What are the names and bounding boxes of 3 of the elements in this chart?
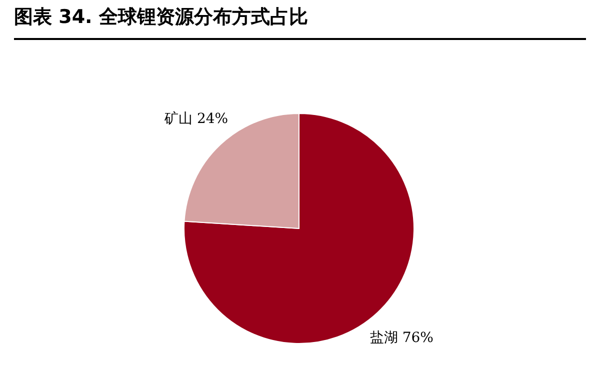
chart-title: 图表 34. 全球锂资源分布方式占比 [14,6,308,28]
slice-label: 矿山 24% [164,111,228,128]
slice-label: 盐湖 76% [370,330,434,346]
